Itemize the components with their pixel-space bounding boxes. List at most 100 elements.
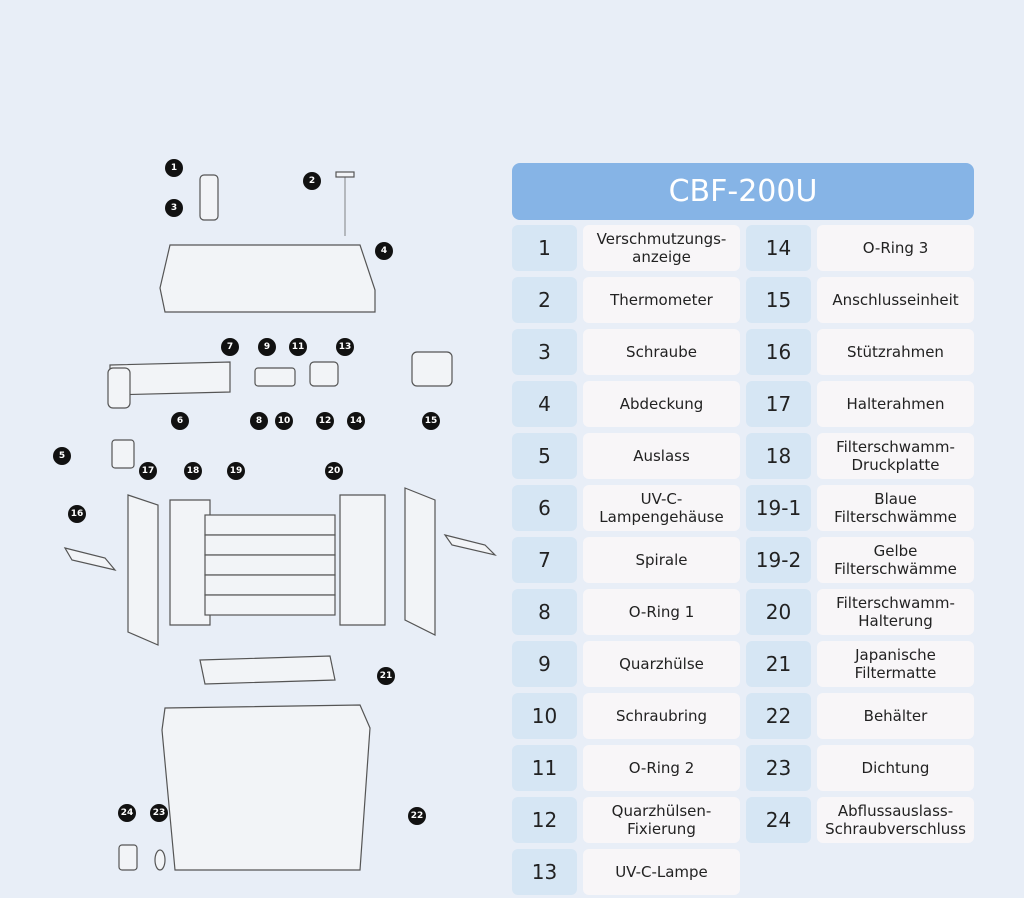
part-number: 4 [512,381,577,427]
callout-badge [303,172,321,190]
part-name: Blaue Filterschwämme [817,485,974,531]
part-number: 9 [512,641,577,687]
callout-label: 21 [380,671,393,681]
callout-badge [258,338,276,356]
sponge-holder [339,494,386,626]
callout-badge [422,412,440,430]
sponge [204,554,336,576]
part-name-line: Schraubring [615,707,708,725]
part-name-line: Filterschwämme [834,508,957,526]
part-name: O-Ring 2 [583,745,740,791]
callout-label: 2 [309,176,315,186]
part-name-line: Dichtung [861,759,930,777]
part-number: 18 [746,433,811,479]
part-name-line: Behälter [863,707,928,725]
callout-badge [336,338,354,356]
callout-badge [289,338,307,356]
part-name-line: Filterschwamm- [836,438,955,456]
callout-label: 20 [328,466,341,476]
callout-badge [250,412,268,430]
part-name-line: Abflussauslass- [837,802,954,820]
part-number: 6 [512,485,577,531]
thermometer-head [335,171,355,178]
part-name: O-Ring 1 [583,589,740,635]
part-number: 21 [746,641,811,687]
part-name-line: Anschlusseinheit [832,291,959,309]
part-number: 15 [746,277,811,323]
pressure-plate [169,499,211,626]
drain-cap [118,844,138,871]
outlet [111,439,135,469]
part-name-line: Lampengehäuse [599,508,724,526]
part-name-line: Verschmutzungs- [596,230,727,248]
part-name-line: O-Ring 1 [628,603,695,621]
part-number: 16 [746,329,811,375]
part-name: Abflussauslass- Schraubverschluss [817,797,974,843]
part-name-line: anzeige [632,248,691,266]
callout-label: 19 [230,466,243,476]
part-name: O-Ring 3 [817,225,974,271]
part-name: Filterschwamm- Druckplatte [817,433,974,479]
part-name: Verschmutzungs-anzeige [583,225,740,271]
part-number: 11 [512,745,577,791]
part-name-line: Auslass [633,447,690,465]
connector [411,351,453,387]
sponge [204,594,336,616]
part-number: 22 [746,693,811,739]
callout-label: 9 [264,342,270,352]
part-number: 8 [512,589,577,635]
sponges [204,514,336,616]
part-name: Halterahmen [817,381,974,427]
support-frame-left [63,547,117,571]
callout-label: 15 [425,416,438,426]
callout-label: 24 [121,808,134,818]
part-name: Quarzhülse [583,641,740,687]
callout-label: 13 [339,342,352,352]
part-name-line: Abdeckung [619,395,704,413]
holding-frame [127,494,159,646]
part-name-line: UV-C- [640,490,683,508]
part-number: 7 [512,537,577,583]
outlet-elbow [107,367,131,409]
part-name: Stützrahmen [817,329,974,375]
part-name-line: Filterschwämme [834,560,957,578]
callout-label: 6 [177,416,183,426]
callout-badge [316,412,334,430]
part-number: 12 [512,797,577,843]
callout-label: 10 [278,416,291,426]
part-name: Thermometer [583,277,740,323]
callout-badge [171,412,189,430]
part-name-line: Schraube [626,343,697,361]
support-frame [404,487,436,636]
part-name: Schraube [583,329,740,375]
part-number: 24 [746,797,811,843]
sponge [204,534,336,556]
part-name-line: Fixierung [627,820,696,838]
callout-badge [118,804,136,822]
part-number: 20 [746,589,811,635]
part-name: UV-C-Lampe [583,849,740,895]
part-number: 1 [512,225,577,271]
part-name-line: Druckplatte [851,456,940,474]
part-name-line: Filterschwamm- [836,594,955,612]
part-name-line: Quarzhülse [619,655,704,673]
part-name-line: Quarzhülsen- [611,802,712,820]
callout-badge [325,462,343,480]
seal [154,849,166,871]
part-number: 2 [512,277,577,323]
callout-badge [165,159,183,177]
part-name-line: Thermometer [610,291,713,309]
part-number: 23 [746,745,811,791]
part-name: Auslass [583,433,740,479]
callout-label: 17 [142,466,155,476]
callout-label: 3 [171,203,177,213]
part-name-line: Spirale [635,551,688,569]
part-name: Gelbe Filterschwämme [817,537,974,583]
part-name-line: Gelbe [873,542,918,560]
callout-label: 18 [187,466,200,476]
callout-badge [227,462,245,480]
support-frame-right [443,534,497,557]
part-name: Japanische Filtermatte [817,641,974,687]
